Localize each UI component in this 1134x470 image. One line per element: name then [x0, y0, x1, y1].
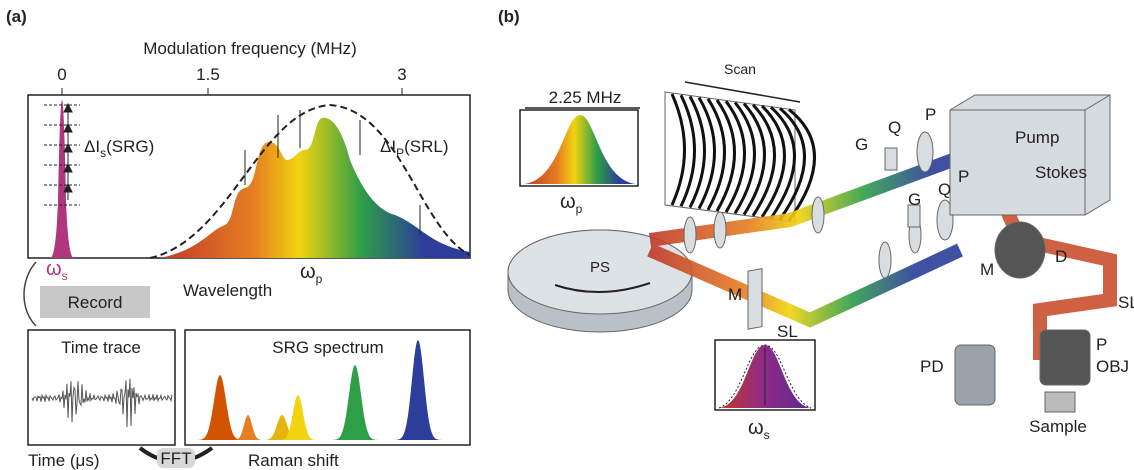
sample-label: Sample: [1029, 417, 1087, 436]
optic-label: M: [980, 260, 994, 279]
tick-label: 0: [57, 65, 66, 84]
optic-label: OBJ: [1096, 357, 1129, 376]
gaussian: [524, 115, 636, 184]
optic-label: G: [855, 135, 868, 154]
raman-peak: [196, 375, 244, 440]
modulator: [665, 92, 815, 222]
optic-label: M: [728, 285, 742, 304]
axis-label: Raman shift: [248, 451, 339, 470]
text: p: [576, 202, 583, 216]
panel-label: (a): [6, 7, 27, 26]
raman-peak: [394, 340, 442, 440]
delta-is: ΔIs(SRG): [84, 137, 154, 160]
raman-peak: [232, 415, 264, 440]
stokes-peak: [50, 100, 74, 258]
raman-peak: [331, 365, 379, 440]
box-title: Time trace: [61, 338, 141, 357]
text: ω: [748, 417, 764, 439]
pump-box: [950, 95, 1110, 215]
optic-label: Q: [938, 180, 951, 199]
omega-s: ωs: [46, 258, 68, 283]
axis-title: Modulation frequency (MHz): [143, 39, 357, 58]
optic-label: P: [925, 105, 936, 124]
optic-label: SL: [1118, 293, 1134, 312]
omega-s: ωs: [748, 417, 770, 442]
fft-label: FFT: [160, 449, 191, 468]
freq-label: 2.25 MHz: [549, 88, 622, 107]
optic-label: P: [958, 167, 969, 186]
pump-label: Pump: [1015, 128, 1059, 147]
box-title: SRG spectrum: [272, 338, 383, 357]
tick-label: 1.5: [196, 65, 220, 84]
omega-p: ωp: [560, 191, 583, 216]
stokes-label: Stokes: [1035, 163, 1087, 182]
arrow: [24, 262, 36, 326]
delta-ip: ΔIP(SRL): [380, 137, 449, 160]
text: (SRG): [106, 137, 154, 156]
axis-label: Time (μs): [28, 451, 100, 470]
text: s: [62, 269, 68, 283]
text: ω: [300, 261, 316, 283]
tick-label: 3: [397, 65, 406, 84]
figure: (a) Modulation frequency (MHz) 0 1.5 3 Δ…: [0, 0, 1134, 470]
time-trace: [32, 379, 172, 427]
text: ω: [560, 191, 576, 213]
optic-label: Q: [888, 118, 901, 137]
ps-label: PS: [590, 259, 610, 276]
optic-label: G: [908, 190, 921, 209]
text: ω: [46, 258, 62, 280]
text: P: [396, 146, 404, 160]
omega-p: ωp: [300, 261, 323, 286]
optic-label: SL: [777, 322, 798, 341]
optic-label: PD: [920, 357, 944, 376]
text: s: [764, 428, 770, 442]
scan-label: Scan: [724, 61, 756, 77]
text: (SRL): [404, 137, 448, 156]
panel-label: (b): [498, 7, 520, 26]
text: ΔI: [84, 137, 100, 156]
wavelength-label: Wavelength: [183, 281, 272, 300]
record-label: Record: [68, 293, 123, 312]
text: p: [316, 272, 323, 286]
text: ΔI: [380, 137, 396, 156]
optic-label: D: [1055, 247, 1067, 266]
optic-label: P: [1096, 335, 1107, 354]
